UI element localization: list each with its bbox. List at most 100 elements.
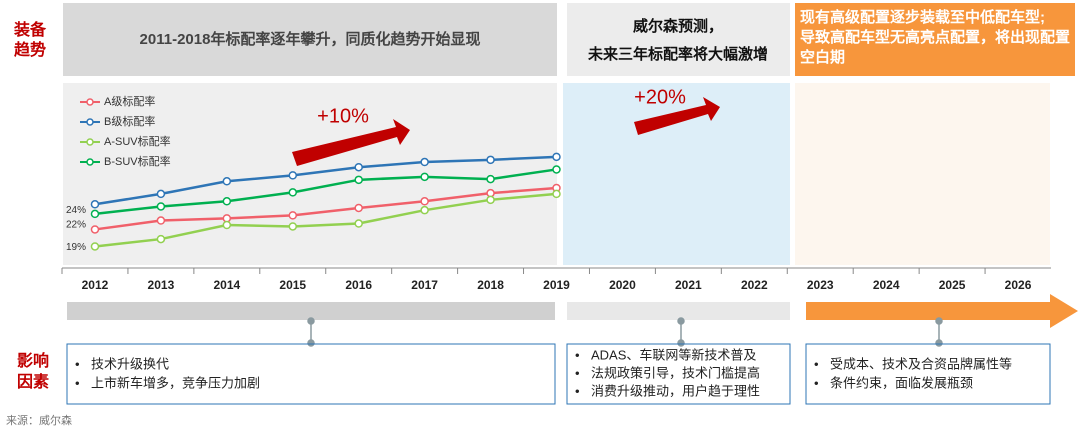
impact-text: 技术升级换代 [91,356,169,371]
x-tick-label: 2023 [807,278,834,292]
connectors [307,317,943,347]
point [156,189,166,199]
growth-arrow [292,119,410,166]
period-text: 导致高配车型无高亮点配置，将出现配置 [800,28,1070,46]
legend-label: B-SUV标配率 [104,154,171,168]
period-box [567,3,790,76]
x-tick-label: 2025 [939,278,966,292]
point [156,234,166,244]
period-text: 威尔森预测， [633,17,723,35]
point [486,174,495,184]
period-text: 未来三年标配率将大幅激增 [587,45,768,63]
impact-text: 消费升级推动，用户趋于理性 [591,383,760,398]
legend-marker [86,138,94,146]
period-arrow [806,294,1078,328]
point [222,197,232,206]
point [552,189,561,199]
point [486,155,495,165]
point [354,203,363,213]
bullet: • [575,347,580,362]
point [420,205,429,215]
bullet: • [575,383,580,398]
point [288,171,298,180]
x-tick-label: 2015 [279,278,306,292]
point [420,157,429,167]
x-tick-label: 2021 [675,278,702,292]
bullet: • [75,375,80,390]
impact-text: ADAS、车联网等新技术普及 [591,347,756,362]
impact-text: 上市新车增多，竞争压力加剧 [91,375,260,390]
period-text: 2011-2018年标配率逐年攀升，同质化趋势开始显现 [140,30,481,48]
point [354,162,363,172]
legend-label: B级标配率 [104,114,155,128]
x-tick-label: 2016 [345,278,372,292]
legend-label: A-SUV标配率 [104,134,171,148]
bullet: • [814,375,819,390]
x-tick-label: 2020 [609,278,636,292]
point [90,242,100,251]
point [420,172,429,182]
annotation: +10% [317,105,369,127]
x-tick-label: 2014 [213,278,240,292]
bullet: • [575,365,580,380]
legend-marker [86,118,94,126]
bullet: • [814,356,819,371]
x-tick-label: 2019 [543,278,570,292]
side-label: 因素 [17,372,49,391]
point [288,222,298,231]
layout [63,3,1078,405]
point [90,209,100,219]
point [222,220,232,230]
point [90,225,100,234]
series-line [94,168,557,216]
growth-arrow [634,97,720,135]
impact-text: 条件约束，面临发展瓶颈 [830,375,973,390]
point [156,202,166,211]
point [90,200,100,209]
x-tick-label: 2022 [741,278,768,292]
x-tick-label: 2026 [1005,278,1032,292]
period-box [63,3,557,76]
x-tick-label: 2012 [82,278,109,292]
legend-marker [86,98,94,106]
x-tick-label: 2013 [148,278,175,292]
series-line [94,155,557,206]
period-text: 空白期 [800,48,845,66]
side-label: 趋势 [14,40,46,59]
x-tick-label: 2024 [873,278,900,292]
point [486,195,495,205]
source: 来源：威尔森 [6,413,72,427]
point [420,197,429,206]
future-bg [795,83,1050,265]
point [222,177,232,186]
side-label: 装备 [13,20,47,39]
forecast-bg [563,83,790,265]
x-tick-label: 2017 [411,278,438,292]
point [552,152,561,162]
point [354,219,363,228]
series-line [94,192,557,248]
period-box [795,3,1075,76]
point [288,211,298,220]
period-bar [567,302,790,320]
bullet: • [75,356,80,371]
point [552,165,561,174]
period-bar [67,302,555,320]
impact-text: 受成本、技术及合资品牌属性等 [830,356,1012,371]
point [354,175,363,185]
point [156,216,166,225]
y-tick-label: 19% [66,242,86,253]
impact-boxes [66,343,1051,405]
impact-text: 法规政策引导，技术门槛提高 [591,365,760,380]
y-tick-label: 22% [66,220,86,231]
side-label: 影响 [17,351,49,370]
period-text: 现有高级配置逐步装载至中低配车型; [800,8,1045,26]
series-line [94,186,557,231]
legend-label: A级标配率 [104,94,155,108]
legend-marker [86,158,94,166]
x-tick-label: 2018 [477,278,504,292]
y-tick-label: 24% [66,205,86,216]
point [288,188,298,197]
annotation: +20% [634,86,686,108]
